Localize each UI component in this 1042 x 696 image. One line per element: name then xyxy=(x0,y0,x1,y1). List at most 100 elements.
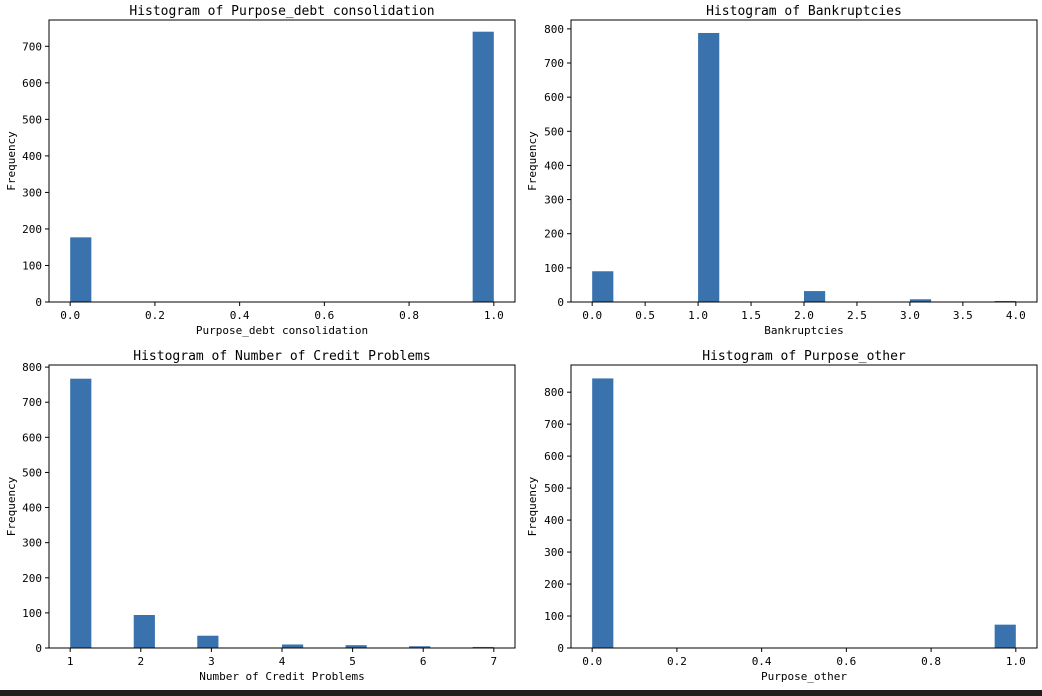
x-tick-label: 0.8 xyxy=(399,309,419,322)
y-tick-label: 600 xyxy=(544,450,564,463)
y-tick-label: 200 xyxy=(22,572,42,585)
histogram-bar xyxy=(592,378,614,648)
y-tick-label: 600 xyxy=(22,431,42,444)
y-tick-label: 800 xyxy=(544,23,564,36)
y-tick-label: 100 xyxy=(544,610,564,623)
x-axis-label: Bankruptcies xyxy=(764,324,843,337)
y-tick-label: 300 xyxy=(544,546,564,559)
chart-title: Histogram of Purpose_other xyxy=(702,349,906,364)
y-axis-label: Frequency xyxy=(5,131,18,191)
y-tick-label: 200 xyxy=(544,578,564,591)
x-tick-label: 4 xyxy=(279,655,286,668)
y-tick-label: 400 xyxy=(544,514,564,527)
y-tick-label: 300 xyxy=(22,186,42,199)
histogram-bar xyxy=(804,291,826,302)
y-tick-label: 400 xyxy=(544,159,564,172)
x-axis-label: Purpose_other xyxy=(761,670,847,683)
x-tick-label: 1.0 xyxy=(1006,655,1026,668)
x-tick-label: 0.0 xyxy=(582,655,602,668)
x-tick-label: 3.0 xyxy=(900,309,920,322)
y-tick-label: 700 xyxy=(22,40,42,53)
y-tick-label: 800 xyxy=(544,386,564,399)
histogram-bar xyxy=(472,31,494,302)
histogram-bar xyxy=(133,615,155,648)
x-tick-label: 1.0 xyxy=(484,309,504,322)
y-tick-label: 300 xyxy=(544,194,564,207)
histogram-bar xyxy=(409,646,431,648)
x-tick-label: 0.0 xyxy=(582,309,602,322)
y-tick-label: 400 xyxy=(22,502,42,515)
chart-credit-problems: 1 2 3 4 5 6 7 0 100 200 300 400 500 600 700 800 Histogra… xyxy=(5,349,516,683)
y-tick-label: 100 xyxy=(22,607,42,620)
histogram-bar xyxy=(592,271,614,302)
chart-title: Histogram of Number of Credit Problems xyxy=(133,349,430,364)
histogram-bar xyxy=(345,645,367,648)
y-tick-label: 200 xyxy=(544,228,564,241)
histogram-bar xyxy=(70,237,92,302)
y-axis-label: Frequency xyxy=(526,476,539,536)
x-tick-label: 3 xyxy=(208,655,215,668)
y-tick-label: 300 xyxy=(22,537,42,550)
histogram-bar xyxy=(472,646,494,648)
histogram-bar xyxy=(70,378,92,648)
x-axis-label: Purpose_debt consolidation xyxy=(196,324,368,337)
y-tick-label: 500 xyxy=(544,482,564,495)
bottom-dark-strip xyxy=(0,690,1042,696)
y-tick-label: 600 xyxy=(544,91,564,104)
chart-title: Histogram of Purpose_debt consolidation xyxy=(129,4,434,19)
x-axis-label: Number of Credit Problems xyxy=(199,670,365,683)
y-tick-label: 100 xyxy=(22,259,42,272)
x-tick-label: 6 xyxy=(420,655,427,668)
y-tick-label: 700 xyxy=(544,57,564,70)
y-tick-label: 400 xyxy=(22,150,42,163)
y-tick-label: 600 xyxy=(22,77,42,90)
plot-frame xyxy=(48,364,516,649)
x-tick-label: 0.6 xyxy=(314,309,334,322)
x-tick-label: 0.2 xyxy=(667,655,687,668)
histogram-bar xyxy=(994,300,1016,302)
y-tick-label: 0 xyxy=(557,296,564,309)
y-tick-label: 0 xyxy=(35,642,42,655)
histogram-bar xyxy=(994,624,1016,648)
histogram-bar xyxy=(698,32,720,302)
plot-frame xyxy=(570,364,1038,649)
y-axis-label: Frequency xyxy=(5,476,18,536)
x-tick-label: 0.4 xyxy=(230,309,250,322)
y-tick-label: 700 xyxy=(544,418,564,431)
x-tick-label: 3.5 xyxy=(953,309,973,322)
x-tick-label: 7 xyxy=(491,655,498,668)
histogram-bar xyxy=(197,635,219,648)
chart-debt-consolidation: 0.0 0.2 0.4 0.6 0.8 1.0 0 100 200 300 400 500 600 700… xyxy=(5,4,516,337)
y-tick-label: 500 xyxy=(544,125,564,138)
y-tick-label: 0 xyxy=(35,296,42,309)
x-tick-label: 1.0 xyxy=(688,309,708,322)
y-tick-label: 500 xyxy=(22,466,42,479)
y-tick-label: 800 xyxy=(22,361,42,374)
y-tick-label: 700 xyxy=(22,396,42,409)
x-tick-label: 4.0 xyxy=(1006,309,1026,322)
x-tick-label: 5 xyxy=(349,655,356,668)
chart-bankruptcies: 0.0 0.5 1.0 1.5 2.0 2.5 3.0 3.5 4.0 0 100 200 300 400… xyxy=(526,4,1038,337)
y-tick-label: 500 xyxy=(22,113,42,126)
histogram-bar xyxy=(282,644,304,648)
chart-purpose-other: 0.0 0.2 0.4 0.6 0.8 1.0 0 100 200 300 400 500 600 700… xyxy=(526,349,1038,683)
plot-frame xyxy=(48,19,516,303)
x-tick-label: 1.5 xyxy=(741,309,761,322)
x-tick-label: 2.0 xyxy=(794,309,814,322)
y-tick-label: 100 xyxy=(544,262,564,275)
y-axis-label: Frequency xyxy=(526,131,539,191)
x-tick-label: 0.4 xyxy=(752,655,772,668)
y-tick-label: 200 xyxy=(22,223,42,236)
x-tick-label: 0.6 xyxy=(836,655,856,668)
plot-frame xyxy=(570,19,1038,303)
x-tick-label: 0.5 xyxy=(635,309,655,322)
x-tick-label: 2.5 xyxy=(847,309,867,322)
x-tick-label: 0.8 xyxy=(921,655,941,668)
x-tick-label: 0.0 xyxy=(60,309,80,322)
x-tick-label: 1 xyxy=(67,655,74,668)
histogram-bar xyxy=(909,299,932,302)
x-tick-label: 0.2 xyxy=(145,309,165,322)
x-tick-label: 2 xyxy=(137,655,144,668)
